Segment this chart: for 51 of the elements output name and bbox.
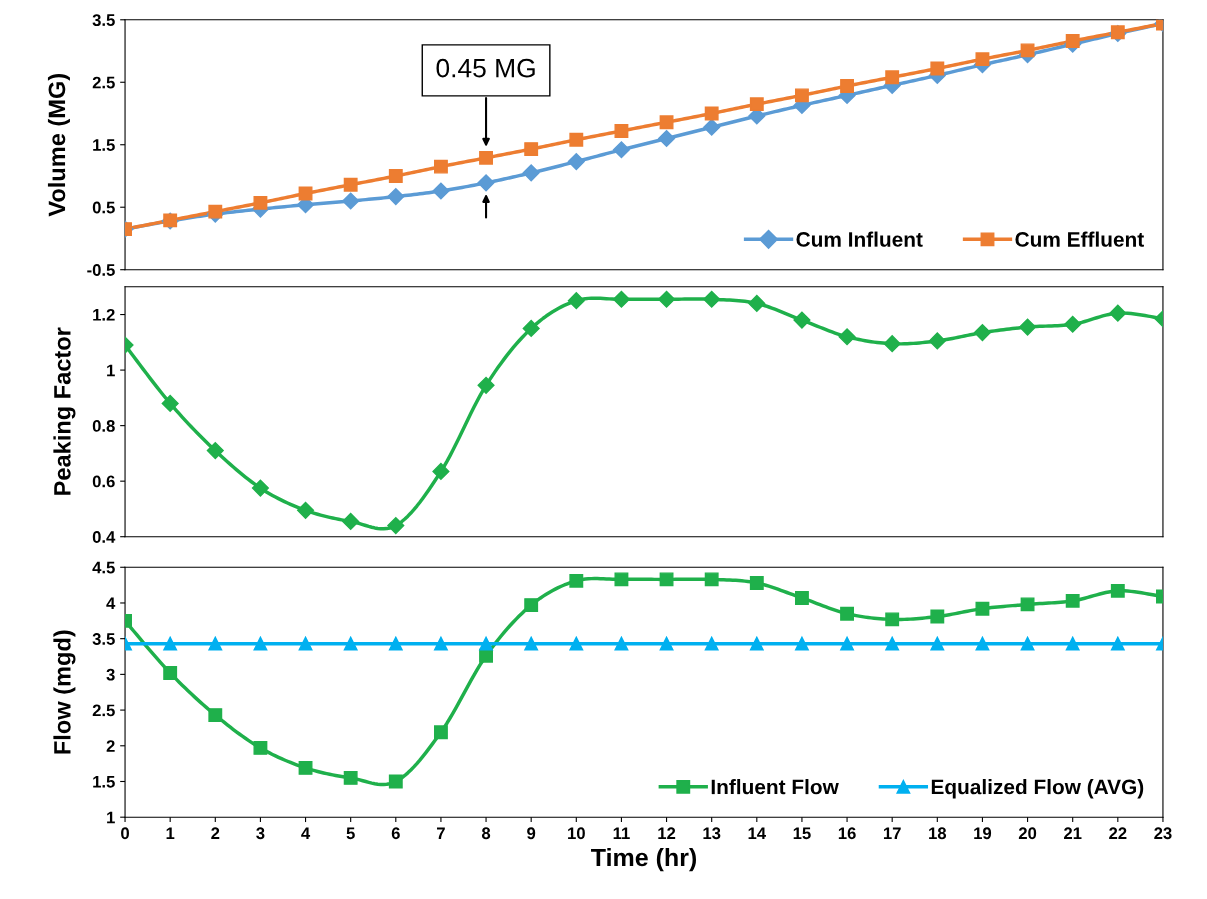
y-tick-label: 3 [106,668,115,681]
y-tick-label: 2 [106,740,115,752]
legend-label: Influent Flow [711,779,839,795]
legend-label: Cum Influent [796,231,923,247]
x-tick-label: 5 [346,827,355,840]
x-tick-label: 13 [703,827,721,840]
y-axis-title: Peaking Factor [53,327,76,495]
x-tick-label: 17 [883,827,901,839]
y-tick-label: 0.5 [92,201,115,214]
y-tick-label: 3.5 [92,633,115,645]
y-tick-label: 3.5 [92,14,115,26]
y-tick-label: 2.5 [92,704,115,717]
y-tick-label: 0.8 [92,420,115,432]
x-tick-label: 11 [613,827,630,839]
x-tick-label: 9 [527,827,536,840]
x-tick-label: 0 [121,827,129,840]
annotation: 0.45 MG [436,58,535,78]
x-tick-label: 7 [437,827,445,839]
x-tick-label: 3 [256,827,265,840]
y-tick-label: 0.4 [92,531,116,543]
x-tick-label: 12 [658,827,676,839]
y-tick-label: 2.5 [92,76,115,89]
x-tick-label: 6 [391,827,400,840]
y-tick-label: 1.5 [93,139,115,151]
x-tick-label: 23 [1154,827,1172,840]
y-axis-title: Volume (MG) [47,73,70,217]
y-tick-label: 1 [107,364,115,377]
y-tick-label: -0.5 [87,264,115,276]
x-tick-label: 15 [793,827,811,840]
y-tick-label: 0.6 [92,475,115,488]
x-tick-label: 18 [929,827,947,840]
y-axis-title: Flow (mgd) [53,630,76,754]
y-tick-label: 4.5 [92,561,115,574]
x-tick-label: 19 [974,827,992,840]
legend-label: Equalized Flow (AVG) [931,779,1144,799]
y-tick-label: 1 [107,811,115,824]
x-tick-label: 16 [838,827,856,840]
x-tick-label: 14 [748,827,766,839]
x-tick-label: 2 [211,827,220,839]
x-tick-label: 8 [481,827,491,840]
x-tick-label: 22 [1109,827,1127,839]
x-tick-label: 10 [568,827,585,840]
x-tick-label: 1 [166,827,175,839]
x-tick-label: 4 [301,827,311,839]
y-tick-label: 1.5 [93,776,115,788]
y-tick-label: 4 [106,597,116,610]
y-tick-label: 1.2 [93,308,115,321]
legend-label: Cum Effluent [1015,231,1144,247]
x-tick-label: 21 [1064,827,1082,839]
x-axis-title: Time (hr) [591,848,697,872]
x-tick-label: 20 [1018,827,1037,840]
